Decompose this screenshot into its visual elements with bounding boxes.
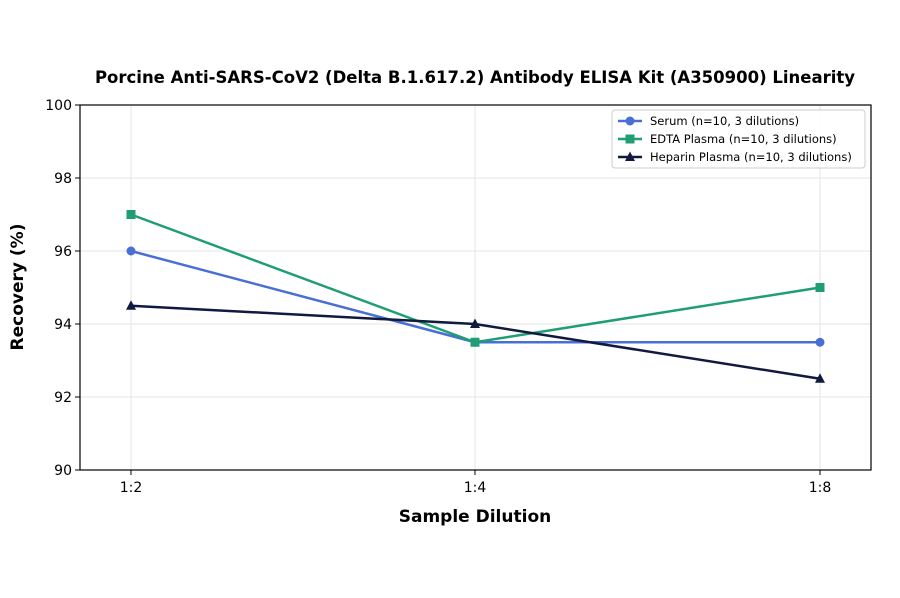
chart-title: Porcine Anti-SARS-CoV2 (Delta B.1.617.2)…: [95, 68, 855, 87]
data-point: [815, 337, 825, 347]
legend-marker: [625, 151, 635, 161]
y-tick-label: 100: [45, 98, 72, 114]
x-tick-label: 1:4: [464, 480, 487, 496]
legend-item: Heparin Plasma (n=10, 3 dilutions): [618, 150, 852, 164]
x-axis-label: Sample Dilution: [399, 507, 551, 527]
x-tick-label: 1:2: [120, 480, 143, 496]
data-point: [470, 318, 480, 328]
data-point: [126, 300, 136, 310]
ticks: 90 92 94 96 98 100 1:2 1:4 1:8: [45, 98, 831, 496]
data-point: [126, 210, 136, 219]
legend: Serum (n=10, 3 dilutions) EDTA Plasma (n=…: [611, 109, 866, 169]
y-tick-label: 98: [54, 171, 72, 187]
legend-marker: [625, 116, 635, 126]
legend-label: Heparin Plasma (n=10, 3 dilutions): [650, 150, 852, 164]
data-point: [815, 373, 825, 383]
legend-label: Serum (n=10, 3 dilutions): [650, 114, 799, 128]
legend-box: [611, 109, 866, 169]
y-tick-label: 94: [54, 317, 72, 333]
legend-label: EDTA Plasma (n=10, 3 dilutions): [650, 132, 837, 146]
y-tick-label: 90: [54, 463, 72, 479]
y-tick-label: 96: [54, 244, 72, 260]
y-tick-label: 92: [54, 390, 72, 406]
data-point: [126, 246, 136, 256]
legend-item: Serum (n=10, 3 dilutions): [618, 114, 799, 128]
series-3: [126, 300, 825, 383]
y-axis-label: Recovery (%): [8, 224, 28, 351]
data-point: [470, 337, 480, 347]
series-layer: [126, 210, 825, 383]
data-point: [815, 283, 825, 292]
x-tick-label: 1:8: [809, 480, 832, 496]
legend-item: EDTA Plasma (n=10, 3 dilutions): [618, 132, 837, 146]
series-2: [126, 210, 825, 347]
legend-marker: [625, 134, 635, 144]
